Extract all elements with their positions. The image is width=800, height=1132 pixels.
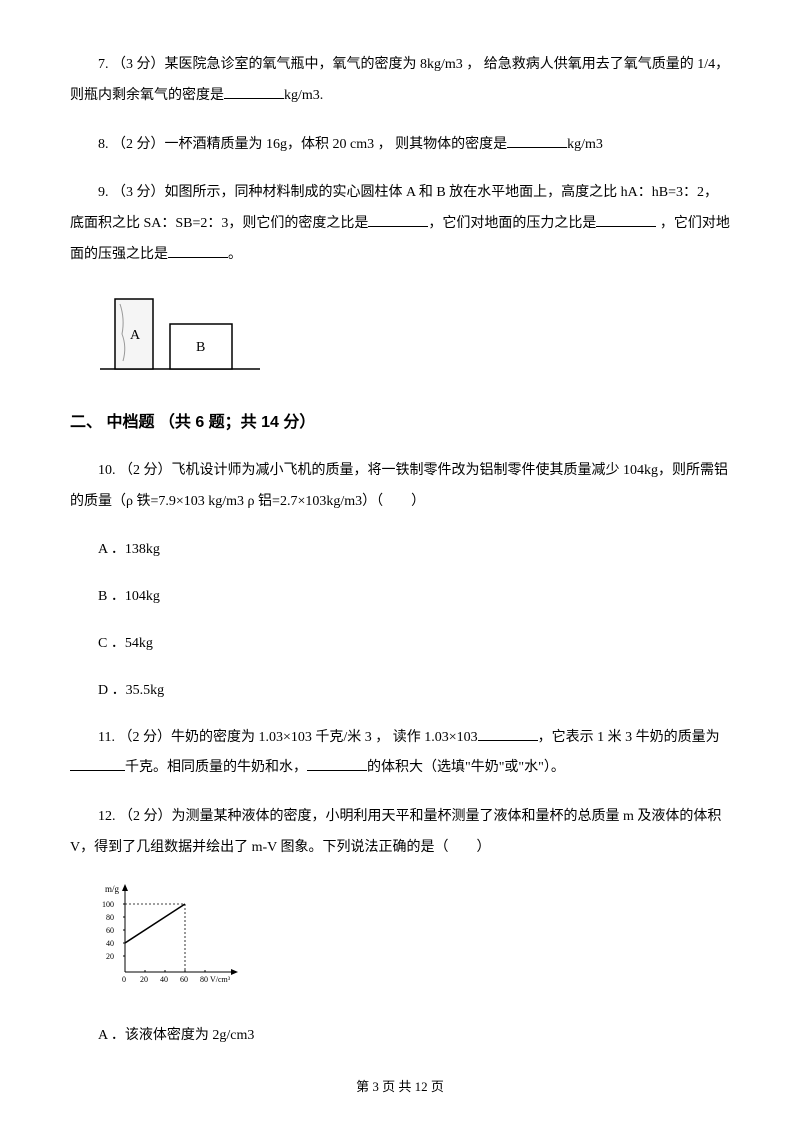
q8-unit: kg/m3 [567,137,603,152]
q11-part4: 的体积大（选填"牛奶"或"水"）。 [367,760,565,775]
svg-text:20: 20 [140,975,148,984]
question-12: 12. （2 分）为测量某种液体的密度，小明利用天平和量杯测量了液体和量杯的总质… [70,802,730,864]
q7-unit: kg/m3. [284,88,323,103]
q11-part2: ，它表示 1 米 3 牛奶的质量为 [538,730,720,745]
q9-blank3 [168,244,228,258]
q11-part1: 11. （2 分）牛奶的密度为 1.03×103 千克/米 3 ， 读作 1.0… [98,730,478,745]
q11-part3: 千克。相同质量的牛奶和水， [125,760,307,775]
q9-blank2 [596,213,656,227]
q8-text: 8. （2 分）一杯酒精质量为 16g，体积 20 cm3 ， 则其物体的密度是 [98,137,507,152]
svg-text:60: 60 [106,926,114,935]
figure-cylinders: A B [100,289,730,387]
question-11: 11. （2 分）牛奶的密度为 1.03×103 千克/米 3 ， 读作 1.0… [70,723,730,785]
q12-text: 12. （2 分）为测量某种液体的密度，小明利用天平和量杯测量了液体和量杯的总质… [70,809,721,855]
svg-text:100: 100 [102,900,114,909]
q10-option-c: C ．54kg [98,629,730,660]
page-footer: 第 3 页 共 12 页 [0,1073,800,1102]
svg-text:0: 0 [122,975,126,984]
q10-option-b: B ．104kg [98,582,730,613]
figure-graph: m/g 100 80 60 40 20 0 20 40 60 80 V/cm³ [100,882,730,1005]
cylinder-b-label: B [196,340,205,355]
graph-svg: m/g 100 80 60 40 20 0 20 40 60 80 V/cm³ [100,882,250,992]
q7-text: 7. （3 分）某医院急诊室的氧气瓶中，氧气的密度为 8kg/m3 ， 给急救病… [70,57,729,103]
svg-text:60: 60 [180,975,188,984]
q12-option-a: A ．该液体密度为 2g/cm3 [98,1021,730,1052]
q9-part2: ，它们对地面的压力之比是 [428,216,596,231]
cylinders-svg: A B [100,289,270,374]
svg-text:80: 80 [106,913,114,922]
svg-text:20: 20 [106,952,114,961]
question-8: 8. （2 分）一杯酒精质量为 16g，体积 20 cm3 ， 则其物体的密度是… [70,130,730,161]
q8-blank [507,134,567,148]
question-7: 7. （3 分）某医院急诊室的氧气瓶中，氧气的密度为 8kg/m3 ， 给急救病… [70,50,730,112]
q7-blank [224,85,284,99]
question-9: 9. （3 分）如图所示，同种材料制成的实心圆柱体 A 和 B 放在水平地面上，… [70,178,730,270]
svg-text:80: 80 [200,975,208,984]
cylinder-a-label: A [130,328,141,343]
svg-text:40: 40 [160,975,168,984]
q11-blank2 [70,757,125,771]
q10-text: 10. （2 分）飞机设计师为减小飞机的质量，将一铁制零件改为铝制零件使其质量减… [70,463,728,509]
q11-blank3 [307,757,367,771]
q10-option-a: A ．138kg [98,535,730,566]
graph-ylabel: m/g [105,884,120,894]
q9-blank1 [368,213,428,227]
question-10: 10. （2 分）飞机设计师为减小飞机的质量，将一铁制零件改为铝制零件使其质量减… [70,456,730,518]
section-2-title: 二、 中档题 （共 6 题；共 14 分） [70,405,730,440]
q9-part4: 。 [228,247,242,262]
q10-option-d: D ．35.5kg [98,676,730,707]
graph-xlabel: V/cm³ [210,975,231,984]
q11-blank1 [478,727,538,741]
svg-text:40: 40 [106,939,114,948]
